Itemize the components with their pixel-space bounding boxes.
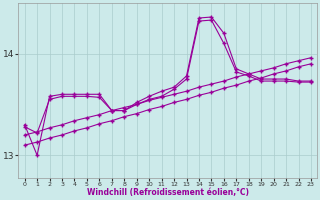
- X-axis label: Windchill (Refroidissement éolien,°C): Windchill (Refroidissement éolien,°C): [87, 188, 249, 197]
